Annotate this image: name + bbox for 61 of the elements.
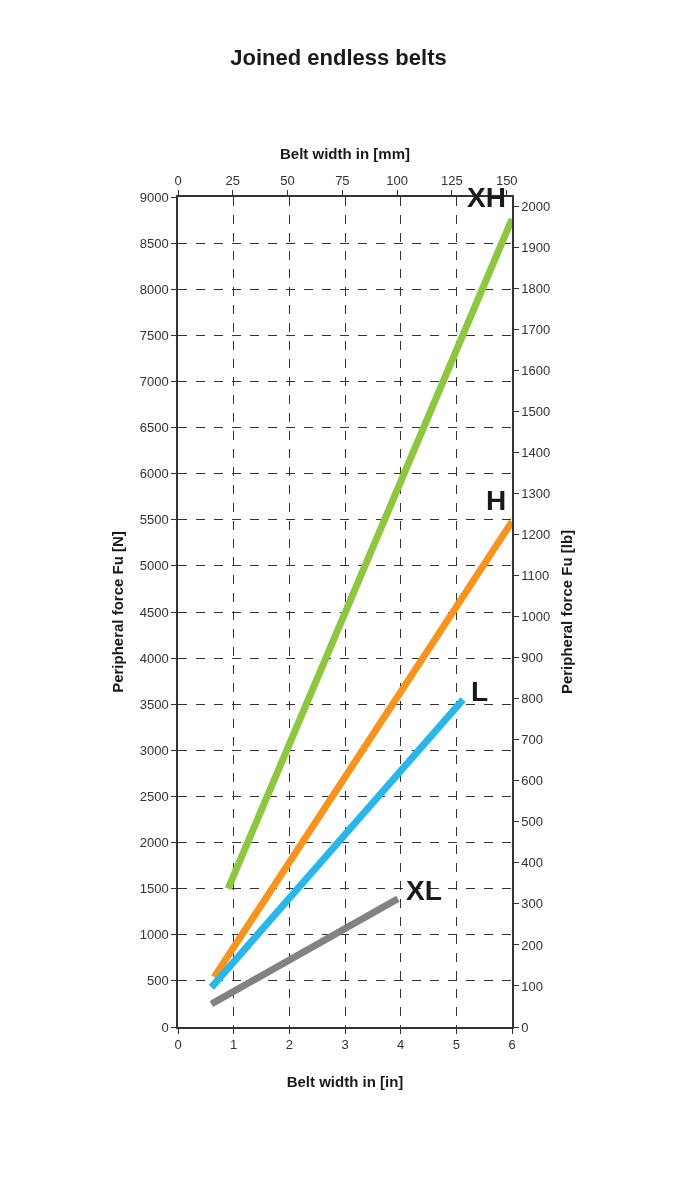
x2-tick-label: 50 [280,173,295,189]
y-tick-label: 3000 [139,742,169,758]
y-tick-label: 2000 [139,835,169,851]
x-tick-label: 3 [341,1037,349,1053]
y-tick-label: 6500 [139,420,169,436]
y2-tick-label: 1600 [521,363,551,379]
y-tick-label: 0 [161,1019,169,1035]
x-tick-label: 6 [508,1037,516,1053]
x2-tick-label: 100 [386,173,409,189]
y2-tick-label: 1400 [521,445,551,461]
x-tick-label: 0 [174,1037,182,1053]
y2-tick-label: 100 [521,978,544,994]
y2-tick-label: 900 [521,650,544,666]
y-tick-label: 8000 [139,281,169,297]
series-label: XL [406,875,442,906]
x2-tick-label: 125 [441,173,463,189]
y-tick-label: 9000 [139,189,169,205]
x-tick-label: 2 [285,1037,293,1053]
chart-title: Joined endless belts [230,45,447,71]
x-tick-label: 5 [452,1037,460,1053]
y2-tick-label: 1900 [521,240,551,256]
x2-axis-title: Belt width in [mm] [280,144,410,162]
y-tick-label: 1000 [139,927,169,943]
y-tick-label: 7000 [139,373,169,389]
y2-axis-title: Peripheral force Fu [lb] [557,529,575,695]
y-tick-label: 5500 [139,512,169,528]
y2-tick-label: 1100 [521,568,550,584]
y-axis-title: Peripheral force Fu [N] [109,531,127,693]
y2-tick-label: 300 [521,896,544,912]
series-label: H [486,485,507,516]
y-tick-label: 7500 [139,327,169,343]
y2-tick-label: 600 [521,773,544,789]
y-tick-label: 2500 [139,788,169,804]
y2-tick-label: 800 [521,691,544,707]
x2-tick-label: 75 [335,173,350,189]
y2-tick-label: 1300 [521,486,551,502]
y-tick-label: 3500 [139,696,169,712]
y2-tick-label: 1800 [521,281,551,297]
y2-tick-label: 700 [521,732,544,748]
y2-tick-label: 1500 [521,404,551,420]
y-tick-label: 500 [146,973,169,989]
x-tick-label: 4 [397,1037,405,1053]
series-label: L [471,676,489,707]
x-axis-title: Belt width in [in] [286,1072,404,1090]
x2-tick-label: 25 [225,173,241,189]
y-tick-label: 5000 [139,558,169,574]
y-tick-label: 1500 [139,881,169,897]
y2-tick-label: 1200 [521,527,551,543]
y2-tick-label: 2000 [521,198,551,214]
y2-tick-label: 1000 [521,609,551,625]
y2-tick-label: 400 [521,855,544,871]
y2-tick-label: 0 [521,1019,529,1035]
x-tick-label: 1 [230,1037,238,1053]
y2-tick-label: 500 [521,814,544,830]
y2-tick-label: 1700 [521,322,551,338]
y-tick-label: 8500 [139,235,169,251]
y-tick-label: 4500 [139,604,169,620]
y2-tick-label: 200 [521,937,544,953]
y-tick-label: 6000 [139,466,169,482]
x2-tick-label: 0 [174,173,182,189]
y-tick-label: 4000 [139,650,169,666]
